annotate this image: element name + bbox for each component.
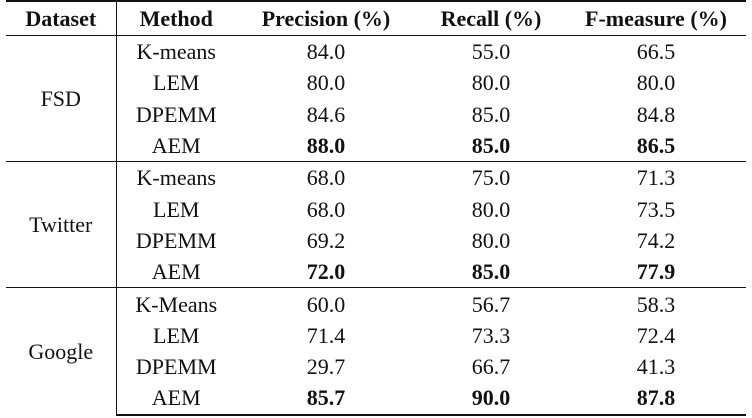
f-measure-cell: 41.3 (636, 354, 676, 380)
f-measure-cell: 72.4 (636, 322, 676, 348)
f-measure-cell: 58.3 (566, 287, 746, 320)
recall-cell: 80.0 (471, 227, 511, 253)
f-measure-cell: 74.2 (636, 227, 676, 253)
method-cell: DPEMM (135, 101, 217, 127)
method-cell: LEM (153, 322, 200, 348)
recall-cell: 80.0 (471, 196, 511, 222)
dataset-label: Twitter (6, 161, 117, 288)
group-google: Google K-Means 60.0 56.7 58.3 LEM 71.4 7… (6, 287, 746, 416)
table-row: AEM 72.0 85.0 77.9 (6, 256, 746, 288)
precision-cell: 84.6 (306, 101, 346, 127)
table-row: Twitter K-means 68.0 75.0 71.3 (6, 161, 746, 288)
f-measure-cell: 66.5 (566, 35, 746, 68)
recall-cell: 90.0 (416, 382, 566, 416)
method-cell: DPEMM (135, 227, 217, 253)
precision-cell: 68.0 (236, 161, 416, 194)
f-measure-cell: 73.5 (636, 196, 676, 222)
f-measure-cell: 84.8 (636, 101, 676, 127)
precision-cell: 69.2 (306, 227, 346, 253)
f-measure-cell: 71.3 (566, 161, 746, 194)
recall-cell: 85.0 (471, 259, 511, 285)
recall-cell: 85.0 (471, 101, 511, 127)
method-cell: K-Means (116, 287, 236, 320)
table-row: DPEMM 84.6 85.0 84.8 (6, 99, 746, 130)
recall-cell: 55.0 (416, 35, 566, 68)
table-row: AEM 88.0 85.0 86.5 (6, 130, 746, 162)
recall-cell: 66.7 (471, 354, 511, 380)
f-measure-cell: 77.9 (636, 259, 676, 285)
table-row: LEM 68.0 80.0 73.5 (6, 193, 746, 224)
precision-cell: 72.0 (306, 259, 346, 285)
header-row: Dataset Method Precision (%) Recall (%) … (6, 0, 746, 36)
method-cell: LEM (153, 70, 200, 96)
table-row: Google K-Means 60.0 56.7 58.3 (6, 287, 746, 415)
method-cell: AEM (116, 382, 236, 416)
f-measure-cell: 80.0 (636, 70, 676, 96)
precision-cell: 68.0 (306, 196, 346, 222)
method-cell: AEM (151, 133, 201, 159)
table-row: LEM 71.4 73.3 72.4 (6, 320, 746, 351)
precision-cell: 85.7 (236, 382, 416, 416)
recall-cell: 56.7 (416, 287, 566, 320)
header-f-measure: F-measure (%) (566, 0, 746, 36)
group-fsd: FSD K-means 84.0 55.0 66.5 LEM 80.0 80.0… (6, 34, 746, 162)
dataset-label: Google (6, 287, 117, 415)
method-cell: DPEMM (135, 354, 217, 380)
recall-cell: 75.0 (416, 161, 566, 194)
table-row: LEM 80.0 80.0 80.0 (6, 67, 746, 98)
precision-cell: 29.7 (306, 354, 346, 380)
method-cell: K-means (116, 161, 236, 194)
table-row: AEM 85.7 90.0 87.8 (6, 382, 746, 416)
group-twitter: Twitter K-means 68.0 75.0 71.3 LEM 68.0 … (6, 161, 746, 288)
table-row: DPEMM 29.7 66.7 41.3 (6, 351, 746, 382)
precision-cell: 80.0 (306, 70, 346, 96)
method-cell: LEM (153, 196, 200, 222)
recall-cell: 80.0 (471, 70, 511, 96)
dataset-label: FSD (6, 34, 117, 162)
table-row: FSD K-means 84.0 55.0 66.5 (6, 34, 746, 162)
method-cell: AEM (151, 259, 201, 285)
header-dataset: Dataset (6, 0, 117, 36)
header-recall: Recall (%) (416, 0, 566, 36)
precision-cell: 60.0 (236, 287, 416, 320)
precision-cell: 88.0 (306, 133, 346, 159)
precision-cell: 71.4 (306, 322, 346, 348)
recall-cell: 85.0 (471, 133, 511, 159)
f-measure-cell: 86.5 (636, 133, 676, 159)
f-measure-cell: 87.8 (566, 382, 746, 416)
table-row: DPEMM 69.2 80.0 74.2 (6, 225, 746, 256)
precision-cell: 84.0 (236, 35, 416, 68)
recall-cell: 73.3 (471, 322, 511, 348)
method-cell: K-means (116, 35, 236, 68)
results-table: Dataset Method Precision (%) Recall (%) … (6, 0, 746, 416)
header-method: Method (116, 0, 236, 36)
header-precision: Precision (%) (236, 0, 416, 36)
